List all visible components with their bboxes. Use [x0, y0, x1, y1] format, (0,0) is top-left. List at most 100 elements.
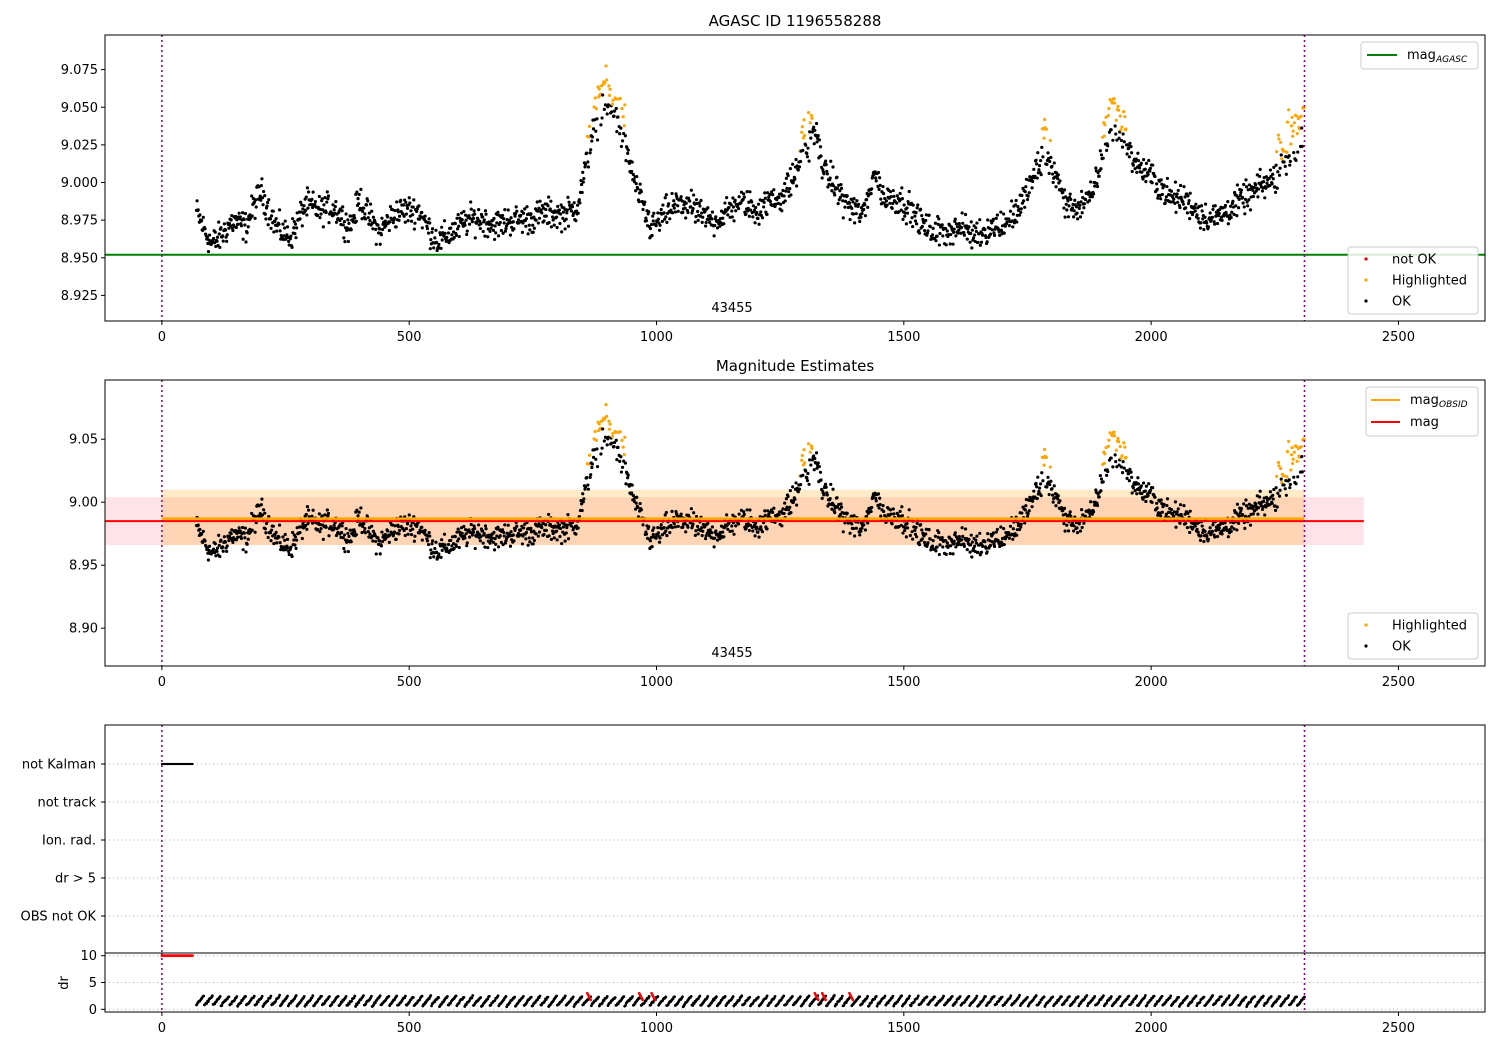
ok-point [463, 536, 467, 540]
ok-point [970, 228, 974, 232]
flag-label: Ion. rad. [42, 834, 96, 849]
ok-point [1140, 491, 1144, 496]
ok-point [1033, 174, 1037, 178]
ok-point [586, 160, 590, 164]
ok-point [748, 190, 752, 194]
ok-point [913, 528, 917, 532]
ok-point [434, 540, 438, 544]
ok-point [935, 234, 939, 238]
ok-point [671, 525, 675, 530]
dr-point [748, 995, 752, 999]
ok-point [922, 221, 926, 225]
ok-point [506, 523, 510, 527]
ok-point [891, 188, 895, 193]
ok-point [915, 206, 919, 210]
ok-point [1213, 535, 1217, 539]
ok-point [1090, 512, 1094, 516]
ok-point [760, 216, 765, 220]
ok-point [1041, 479, 1045, 483]
ok-point [1213, 204, 1217, 208]
ok-point [1202, 539, 1206, 544]
ok-point [556, 204, 560, 209]
ok-point [357, 510, 361, 514]
ok-point [354, 533, 358, 537]
ok-point [765, 527, 769, 531]
ok-point [229, 224, 233, 228]
highlighted-point [1291, 134, 1295, 138]
dr-point [689, 995, 693, 998]
ok-point [549, 199, 553, 203]
ok-point [259, 503, 263, 507]
ok-point [1294, 158, 1298, 162]
ok-point [831, 184, 836, 188]
ok-point [757, 222, 761, 226]
ok-point [813, 128, 817, 132]
ok-point [1248, 187, 1252, 192]
ok-point [420, 210, 424, 214]
ok-point [1002, 212, 1006, 216]
ok-point [1056, 176, 1060, 181]
ok-point [1002, 526, 1006, 531]
ok-point [1256, 506, 1261, 510]
ok-point [313, 199, 317, 204]
x-tick-label: 1000 [640, 330, 673, 345]
ok-point [771, 193, 775, 197]
ok-point [550, 215, 555, 219]
dr-point [798, 995, 802, 999]
ok-point [1162, 502, 1166, 507]
ok-point [581, 500, 585, 504]
ok-point [1276, 170, 1280, 174]
ok-point [911, 224, 915, 229]
legend-lines: mag AGASC [1360, 41, 1479, 70]
ok-point [221, 234, 225, 238]
ok-point [567, 200, 571, 204]
dr-points [160, 954, 1306, 1009]
ok-point [388, 533, 392, 537]
ok-point [263, 194, 267, 198]
ok-point [317, 194, 321, 199]
ok-point [805, 151, 809, 156]
ok-point [1111, 138, 1115, 142]
ok-point [1131, 163, 1135, 167]
ok-point [590, 135, 595, 139]
ok-point [961, 221, 965, 225]
ok-point [574, 532, 578, 536]
ok-point [486, 545, 490, 550]
mag-obsid-uncertainty-band [161, 489, 1305, 546]
ok-point [683, 206, 687, 210]
ok-point [1240, 195, 1245, 199]
ok-point [1248, 506, 1252, 510]
highlighted-point [1108, 97, 1112, 102]
ok-point [298, 200, 303, 204]
ok-point [877, 506, 881, 510]
ok-point [696, 532, 700, 536]
dr-point [210, 994, 214, 998]
ok-point [238, 215, 242, 219]
dr-point [908, 994, 911, 998]
highlighted-point [1285, 150, 1289, 154]
dr-point [867, 1004, 871, 1008]
ok-point [819, 478, 823, 482]
ok-point [1037, 168, 1041, 172]
ok-point [1035, 176, 1039, 180]
ok-point [676, 204, 680, 208]
ok-point [229, 532, 233, 536]
dr-point [311, 994, 315, 998]
ok-point [1065, 523, 1069, 527]
ok-point [910, 530, 914, 534]
ok-point [945, 541, 949, 545]
ok-point [305, 505, 310, 509]
ok-point [1258, 489, 1262, 493]
ok-point [1300, 126, 1304, 130]
ok-point [992, 231, 996, 235]
ok-point [992, 233, 997, 238]
dr-point [521, 995, 525, 998]
ok-point [1153, 174, 1157, 179]
ok-point [897, 210, 901, 214]
ok-point [739, 190, 744, 194]
ok-point [889, 195, 893, 199]
ok-point [1015, 213, 1019, 217]
ok-point [1144, 499, 1148, 504]
ok-point [1129, 144, 1133, 149]
ok-point [380, 216, 384, 220]
